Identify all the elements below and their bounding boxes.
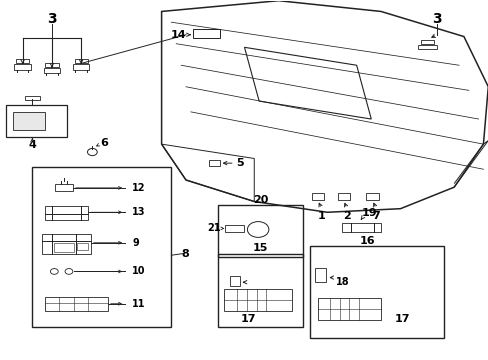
Bar [77,243,88,250]
Bar [14,64,31,70]
Text: 3: 3 [431,12,441,26]
Text: 11: 11 [132,299,145,309]
Bar [217,205,303,257]
Bar [5,105,66,137]
Text: 10: 10 [132,266,145,276]
Text: 3: 3 [47,12,57,26]
Bar [224,289,292,311]
Bar [42,234,91,253]
Text: 7: 7 [371,211,379,221]
Bar [417,45,436,49]
Text: 4: 4 [28,140,36,150]
Text: 5: 5 [235,158,243,168]
Text: 18: 18 [335,277,348,287]
Text: 15: 15 [252,243,267,253]
Text: 17: 17 [240,314,256,324]
Bar [74,59,88,63]
Bar [32,167,171,327]
Text: 13: 13 [132,207,145,217]
Text: 2: 2 [342,211,350,221]
Bar [54,243,74,252]
Text: 6: 6 [101,138,108,148]
Text: 19: 19 [361,208,377,218]
Text: 9: 9 [132,238,139,248]
Bar [229,276,239,286]
Bar [315,268,325,282]
Bar [209,160,220,166]
Bar [224,225,244,232]
Bar [217,253,303,327]
Text: 17: 17 [394,314,409,324]
Bar [317,298,380,320]
Bar [366,193,378,200]
Bar [341,223,380,232]
Bar [337,193,349,200]
Text: 8: 8 [181,248,188,258]
Bar [45,63,59,67]
Bar [420,40,433,44]
Text: 12: 12 [132,183,145,193]
Text: 1: 1 [317,211,325,221]
Bar [44,297,108,311]
Bar [193,30,220,39]
Bar [73,64,89,70]
Bar [43,68,60,73]
Text: 16: 16 [359,236,375,246]
Bar [13,112,44,130]
Bar [310,246,444,338]
Bar [16,59,29,63]
Text: 20: 20 [252,195,267,205]
Bar [25,96,40,100]
Text: 14: 14 [170,30,185,40]
Bar [44,206,88,220]
Text: 21: 21 [207,224,221,233]
Bar [55,184,73,192]
Bar [311,193,324,200]
